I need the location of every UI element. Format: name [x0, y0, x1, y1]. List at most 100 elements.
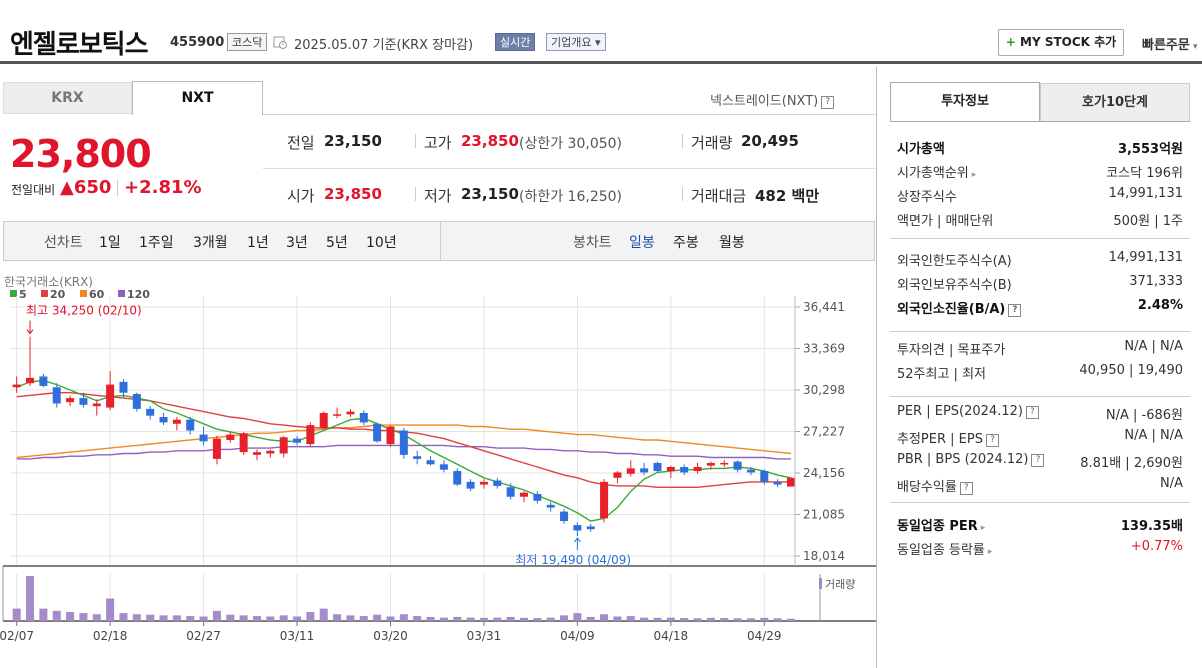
period-daily[interactable]: 일봉 [629, 235, 655, 251]
info-value: N/A | N/A [1124, 428, 1183, 443]
calendar-clock-icon [273, 36, 287, 49]
help-icon[interactable]: ? [821, 96, 835, 109]
min-arrow-head [573, 537, 581, 543]
legend-swatch [10, 290, 17, 297]
change-amount: 650 [73, 177, 112, 198]
candle-body [720, 462, 729, 465]
tab-investment-info[interactable]: 투자정보 [890, 82, 1040, 122]
tab-order-book[interactable]: 호가10단계 [1040, 83, 1190, 122]
info-row[interactable]: 시가총액순위 ▸ 코스닥 196위 [897, 162, 1183, 186]
info-row[interactable]: 동일업종 등락률 ▸ +0.77% [897, 539, 1183, 563]
stock-name: 엔젤로보틱스 [10, 30, 149, 60]
divider [415, 187, 416, 201]
info-value: +0.77% [1130, 539, 1183, 554]
section-divider [890, 331, 1190, 332]
legend-label: 60 [89, 288, 105, 301]
quick-order-dropdown[interactable]: 빠른주문 ▾ [1142, 34, 1198, 53]
x-tick-label: 02/07 [0, 629, 34, 643]
period-1w[interactable]: 1주일 [139, 235, 174, 251]
volume-bar [52, 610, 61, 621]
tab-krx[interactable]: KRX [3, 82, 132, 114]
candle-body [186, 419, 195, 431]
info-key-wrap: 시가총액순위 ▸ [897, 162, 976, 181]
chevron-right-icon[interactable]: ▸ [987, 547, 993, 557]
info-key: 외국인소진율(B/A)? [897, 298, 1022, 317]
candles [12, 336, 795, 537]
candle-body [413, 456, 422, 459]
period-weekly[interactable]: 주봉 [673, 235, 699, 251]
change-rate: +2.81% [124, 177, 202, 198]
volume-bar [226, 614, 235, 621]
add-my-stock-button[interactable]: + MY STOCK 추가 [998, 29, 1124, 56]
info-key: 동일업종 PER [897, 519, 978, 534]
chevron-right-icon[interactable]: ▸ [971, 170, 977, 180]
volume-bar [386, 616, 395, 621]
chevron-right-icon[interactable]: ▸ [980, 523, 986, 533]
volume-bar [573, 613, 582, 621]
info-key: 추정PER | EPS? [897, 428, 999, 447]
candle-body [653, 462, 662, 472]
volume-bar [399, 614, 408, 621]
help-icon[interactable]: ? [1031, 454, 1045, 467]
x-tick-label: 04/29 [747, 629, 782, 643]
candle-body [680, 467, 689, 473]
candle-body [172, 419, 181, 424]
period-monthly[interactable]: 월봉 [719, 235, 745, 251]
current-price: 23,800 [10, 132, 152, 176]
period-10y[interactable]: 10년 [366, 235, 397, 251]
candle-body [439, 464, 448, 470]
period-bar [3, 221, 875, 261]
candle-body [760, 471, 769, 482]
x-tick-label: 03/31 [467, 629, 502, 643]
candle-body [386, 426, 395, 445]
help-icon[interactable]: ? [959, 482, 973, 495]
tab-nxt[interactable]: NXT [132, 81, 263, 115]
candle-body [573, 525, 582, 531]
info-row[interactable]: 동일업종 PER ▸ 139.35배 [897, 515, 1183, 539]
realtime-button[interactable]: 실시간 [495, 33, 536, 51]
candle-body [199, 434, 208, 442]
period-1d[interactable]: 1일 [99, 235, 121, 251]
max-arrow-head [26, 329, 34, 335]
price-chart[interactable]: 한국거래소(KRX) 5 20 60 120 최고 34,250 (02/10) 최저 … [0, 262, 876, 668]
candle-body [239, 433, 248, 453]
help-icon[interactable]: ? [1008, 304, 1022, 317]
info-key: 외국인한도주식수(A) [897, 254, 1012, 269]
period-3y[interactable]: 3년 [286, 235, 308, 251]
period-3m[interactable]: 3개월 [193, 235, 228, 251]
help-icon[interactable]: ? [985, 434, 999, 447]
divider [117, 180, 118, 196]
stock-header: 엔젤로보틱스 455900 코스닥 2025.05.07 기준(KRX 장마감)… [0, 0, 1202, 64]
candle-body [319, 412, 328, 428]
info-value: N/A | -686원 [1105, 408, 1183, 423]
volume-bar [733, 618, 742, 621]
info-key: 외국인보유주식수(B) [897, 278, 1012, 293]
nextrade-label: 넥스트레이드(NXT)? [710, 90, 835, 109]
info-value: 14,991,131 [1108, 186, 1183, 201]
help-icon[interactable]: ? [1025, 406, 1039, 419]
volume-bar [373, 614, 382, 621]
info-key: 동일업종 등락률 [897, 543, 985, 558]
volume-legend-swatch [819, 578, 822, 589]
prev-close-value: 23,150 [324, 132, 382, 150]
volume-bar [106, 598, 115, 621]
x-tick-label: 03/11 [280, 629, 315, 643]
candle-body [399, 430, 408, 455]
info-value: 2.48% [1137, 298, 1183, 313]
info-key: 투자의견 | 목표주가 [897, 343, 1006, 358]
volume-bar [453, 616, 462, 621]
up-triangle-icon: ▲ [60, 177, 74, 198]
x-tick-label: 03/20 [373, 629, 408, 643]
info-row: 추정PER | EPS? N/A | N/A [897, 428, 1183, 452]
candle-body [373, 423, 382, 442]
company-overview-dropdown[interactable]: 기업개요 ▾ [546, 33, 606, 51]
period-1y[interactable]: 1년 [247, 235, 269, 251]
candle-body [212, 438, 221, 459]
amount-number: 482 [755, 187, 787, 205]
volume-bar [519, 617, 528, 621]
company-overview-label: 기업개요 [551, 36, 592, 49]
candle-body [533, 494, 542, 501]
y-tick-label: 33,369 [803, 342, 845, 356]
period-5y[interactable]: 5년 [326, 235, 348, 251]
section-divider [890, 502, 1190, 503]
